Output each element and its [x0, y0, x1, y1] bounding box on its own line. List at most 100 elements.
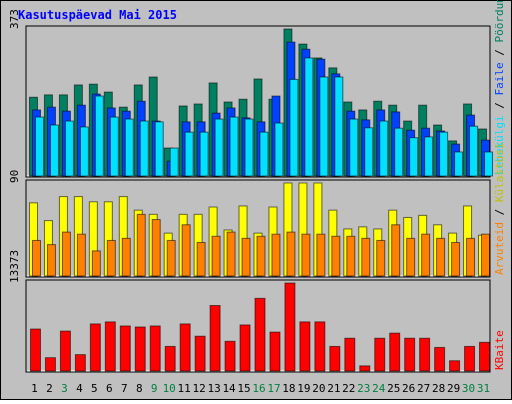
x-tick-label: 2 — [46, 382, 53, 395]
legend: Arvuteid / Külastusi — [493, 143, 506, 275]
bar — [224, 340, 236, 372]
x-tick-label: 3 — [61, 382, 68, 395]
x-tick-label: 28 — [432, 382, 445, 395]
bar — [314, 321, 326, 372]
legend-separator: / — [493, 202, 506, 222]
legend-entry: Külastusi — [493, 143, 506, 203]
bar — [359, 365, 371, 372]
bar — [389, 332, 401, 372]
bar — [211, 235, 221, 277]
x-tick-label: 19 — [297, 382, 310, 395]
bar — [331, 235, 341, 277]
x-tick-label: 8 — [136, 382, 143, 395]
bar — [149, 325, 161, 372]
x-tick-label: 16 — [252, 382, 265, 395]
x-tick-label: 30 — [462, 382, 475, 395]
x-tick-label: 24 — [372, 382, 386, 395]
x-tick-label: 23 — [357, 382, 370, 395]
bar — [226, 231, 236, 277]
bar — [419, 337, 431, 372]
x-tick-label: 31 — [477, 382, 490, 395]
bar — [466, 237, 476, 277]
bar — [119, 325, 131, 372]
bar — [139, 120, 149, 177]
bar — [274, 122, 284, 177]
bar — [394, 127, 404, 177]
bar — [299, 321, 311, 372]
bar — [269, 331, 281, 372]
bar — [196, 242, 206, 277]
bar — [179, 323, 191, 372]
bar — [31, 239, 41, 277]
legend-separator: / — [493, 43, 506, 63]
x-tick-label: 26 — [402, 382, 415, 395]
bar — [484, 151, 494, 177]
bar — [464, 345, 476, 372]
bar — [454, 151, 464, 177]
bar — [134, 326, 146, 372]
bar — [404, 337, 416, 372]
bar — [449, 360, 461, 372]
bar — [91, 250, 101, 277]
bar — [151, 219, 161, 277]
x-tick-label: 25 — [387, 382, 400, 395]
bar — [74, 354, 86, 372]
bar — [391, 224, 401, 277]
bar — [169, 147, 179, 177]
bar — [194, 335, 206, 372]
bar — [124, 118, 134, 177]
bar — [229, 116, 239, 177]
x-tick-label: 22 — [342, 382, 355, 395]
bar — [284, 282, 296, 372]
bar — [406, 237, 416, 277]
bar — [59, 330, 71, 372]
bar — [271, 233, 281, 277]
bar — [451, 242, 461, 277]
x-tick-label: 20 — [312, 382, 325, 395]
bar — [184, 131, 194, 177]
x-tick-label: 1 — [31, 382, 38, 395]
bar — [469, 125, 479, 177]
x-tick-label: 9 — [151, 382, 158, 395]
bar — [344, 337, 356, 372]
bar — [376, 239, 386, 277]
bar — [214, 118, 224, 177]
x-tick-label: 7 — [121, 382, 128, 395]
bar — [239, 324, 251, 372]
y-tick-label: 90 — [8, 170, 21, 183]
bar — [479, 341, 491, 372]
legend-entry: Lehekülgi — [493, 115, 506, 175]
x-tick-label: 14 — [222, 382, 236, 395]
bar — [424, 136, 434, 177]
y-tick-label: 373 — [8, 9, 21, 29]
bar — [346, 235, 356, 277]
bar — [181, 224, 191, 277]
x-tick-label: 11 — [178, 382, 191, 395]
bar — [209, 305, 221, 372]
bar — [136, 213, 146, 277]
bar — [301, 233, 311, 277]
bar — [166, 239, 176, 277]
bar — [334, 76, 344, 177]
bar — [289, 78, 299, 177]
bar — [109, 116, 119, 177]
bar — [374, 337, 386, 372]
bar — [364, 127, 374, 177]
bar — [421, 233, 431, 277]
x-tick-label: 17 — [267, 382, 280, 395]
bar — [349, 118, 359, 177]
bar — [244, 118, 254, 177]
legend-entry: Pöördumisi — [493, 0, 506, 43]
bar — [44, 357, 56, 372]
bar — [76, 233, 86, 277]
legend-separator: / — [493, 96, 506, 116]
bar — [94, 95, 104, 177]
x-tick-label: 27 — [417, 382, 430, 395]
x-tick-label: 21 — [327, 382, 340, 395]
x-tick-label: 15 — [237, 382, 250, 395]
bar — [439, 131, 449, 177]
bar — [304, 57, 314, 177]
bar — [319, 76, 329, 177]
